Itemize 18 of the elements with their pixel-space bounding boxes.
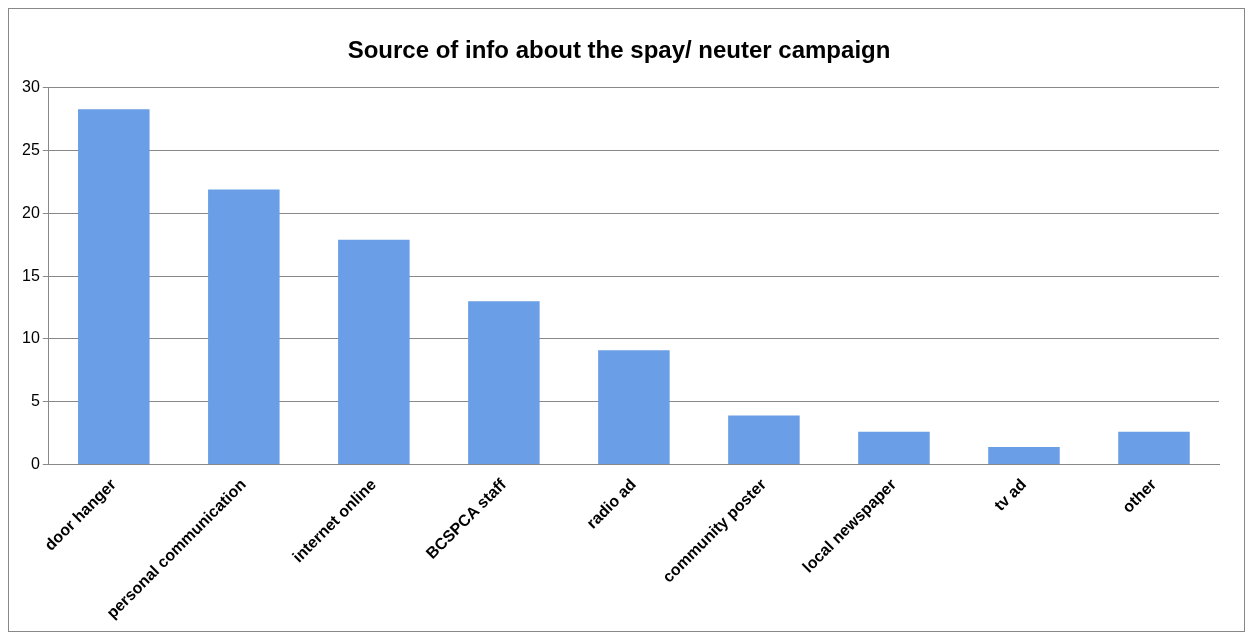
x-tick-label: tv ad	[990, 475, 1030, 514]
y-tick-label: 30	[22, 78, 40, 96]
bar	[598, 350, 670, 465]
chart-title: Source of info about the spay/ neuter campaign	[347, 36, 891, 64]
bar	[468, 301, 540, 465]
bar	[208, 189, 280, 465]
bar	[1118, 431, 1190, 465]
y-tick-label: 15	[22, 266, 40, 284]
y-tick-label: 5	[30, 392, 40, 410]
y-tick-label: 20	[22, 203, 40, 221]
y-tick-label: 0	[30, 454, 40, 472]
y-tick-label: 10	[22, 329, 40, 347]
bar	[338, 239, 410, 465]
bar	[858, 431, 930, 465]
bar	[728, 415, 800, 465]
bar	[988, 446, 1060, 465]
bar	[78, 109, 150, 465]
y-tick-label: 25	[22, 140, 40, 158]
